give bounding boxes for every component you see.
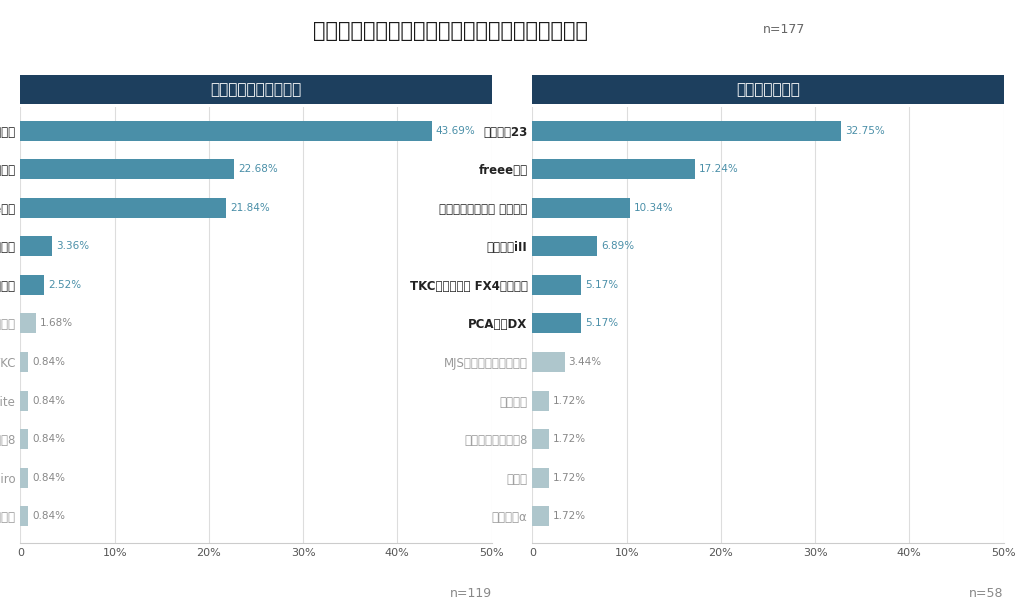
Bar: [20, 390, 29, 411]
Bar: [20, 352, 29, 372]
Text: n=58: n=58: [969, 587, 1004, 597]
Bar: [532, 121, 841, 141]
Text: n=177: n=177: [763, 23, 805, 36]
Text: 21.84%: 21.84%: [230, 203, 269, 213]
Bar: [532, 390, 549, 411]
Text: 1.72%: 1.72%: [553, 473, 586, 483]
Text: 32.75%: 32.75%: [845, 125, 885, 136]
Text: 10.34%: 10.34%: [634, 203, 674, 213]
Bar: [20, 159, 234, 179]
Text: 3.44%: 3.44%: [568, 357, 602, 367]
Bar: [532, 159, 695, 179]
Bar: [532, 352, 565, 372]
Text: 1.68%: 1.68%: [40, 318, 73, 328]
Bar: [532, 275, 582, 295]
Text: 1.72%: 1.72%: [553, 396, 586, 405]
Text: n=119: n=119: [450, 587, 492, 597]
Bar: [20, 198, 226, 218]
Bar: [20, 506, 29, 527]
Text: 0.84%: 0.84%: [32, 511, 66, 521]
Bar: [20, 236, 52, 256]
Bar: [20, 429, 29, 449]
Text: 17.24%: 17.24%: [698, 164, 738, 174]
Text: 2.52%: 2.52%: [48, 280, 81, 290]
Text: 法人の回答結果: 法人の回答結果: [736, 82, 800, 97]
Text: 6.89%: 6.89%: [601, 241, 634, 251]
Text: 43.69%: 43.69%: [436, 125, 475, 136]
Bar: [532, 467, 549, 488]
Bar: [20, 467, 29, 488]
Text: 3.36%: 3.36%: [56, 241, 89, 251]
Text: 0.84%: 0.84%: [32, 473, 66, 483]
Text: 現在利用中の会計ソフトは？アンケート調査結果: 現在利用中の会計ソフトは？アンケート調査結果: [313, 21, 588, 41]
Bar: [532, 198, 630, 218]
Bar: [20, 121, 432, 141]
Text: 0.84%: 0.84%: [32, 357, 66, 367]
Text: 1.72%: 1.72%: [553, 434, 586, 444]
Bar: [532, 313, 582, 334]
Bar: [532, 236, 597, 256]
Text: 5.17%: 5.17%: [585, 318, 618, 328]
Text: 0.84%: 0.84%: [32, 434, 66, 444]
Bar: [20, 275, 44, 295]
Text: 22.68%: 22.68%: [238, 164, 278, 174]
Bar: [532, 429, 549, 449]
Text: 5.17%: 5.17%: [585, 280, 618, 290]
Text: 0.84%: 0.84%: [32, 396, 66, 405]
Text: 個人事業主の回答結果: 個人事業主の回答結果: [210, 82, 302, 97]
Text: 1.72%: 1.72%: [553, 511, 586, 521]
Bar: [20, 313, 36, 334]
Bar: [532, 506, 549, 527]
